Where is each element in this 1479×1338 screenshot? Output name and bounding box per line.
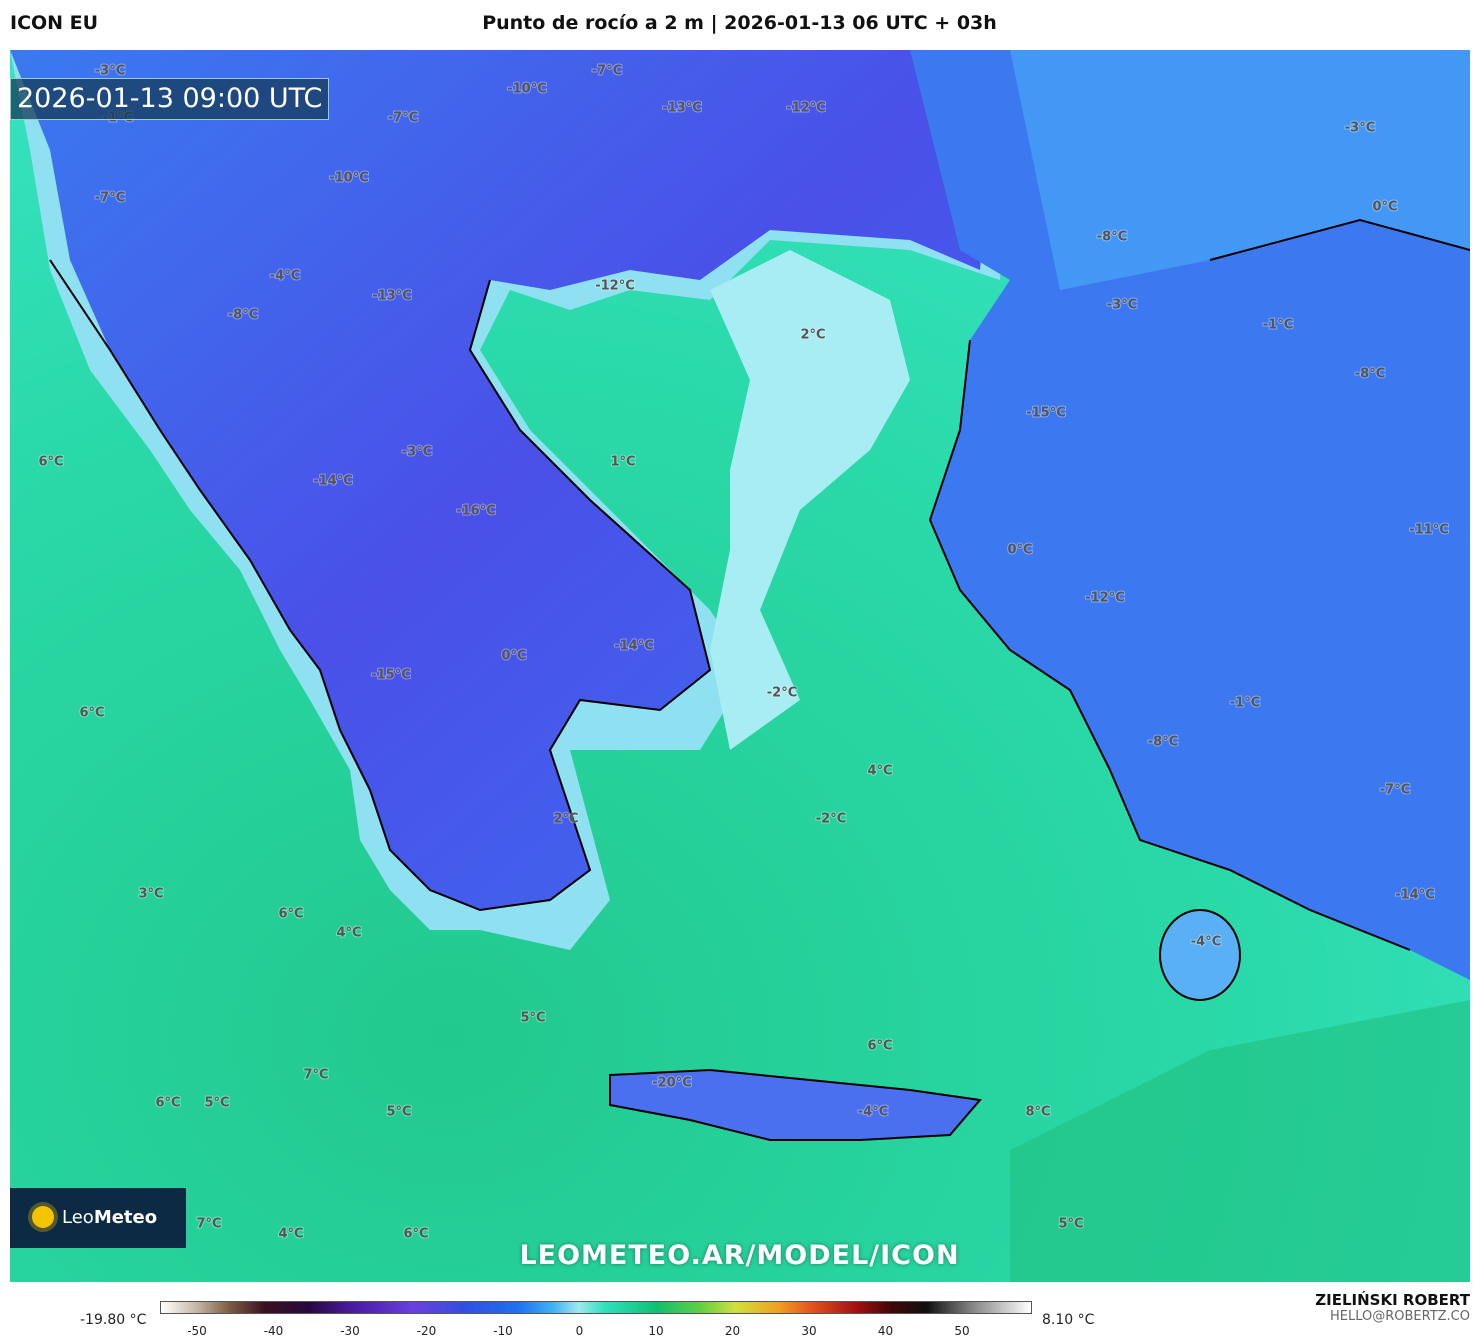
author-name: ZIELIŃSKI ROBERT bbox=[1315, 1291, 1470, 1309]
colorbar-max: 8.10 °C bbox=[1042, 1312, 1095, 1328]
temperature-label: 4°C bbox=[336, 926, 361, 941]
temperature-label: -15°C bbox=[371, 668, 411, 683]
temperature-label: -10°C bbox=[507, 82, 547, 97]
temperature-label: 2°C bbox=[553, 812, 578, 827]
aegean-cold bbox=[710, 250, 910, 750]
colorbar-tick: 50 bbox=[954, 1324, 970, 1338]
temperature-label: -8°C bbox=[228, 308, 258, 323]
temperature-label: -1°C bbox=[1230, 696, 1260, 711]
temperature-label: 6°C bbox=[403, 1227, 428, 1242]
temperature-label: -20°C bbox=[652, 1076, 692, 1091]
temperature-label: -10°C bbox=[329, 171, 369, 186]
colorbar-tick: 40 bbox=[877, 1324, 894, 1338]
colorbar-tick: 30 bbox=[801, 1324, 817, 1338]
temperature-label: 5°C bbox=[520, 1011, 545, 1026]
temperature-label: -2°C bbox=[767, 686, 797, 701]
colorbar-tick: -20 bbox=[416, 1324, 437, 1338]
colorbar-min: -19.80 °C bbox=[80, 1312, 147, 1328]
temperature-label: 2°C bbox=[800, 328, 825, 343]
temperature-label: -8°C bbox=[1097, 230, 1127, 245]
model-name: ICON EU bbox=[10, 12, 99, 34]
temperature-label: -7°C bbox=[388, 111, 418, 126]
logo-icon bbox=[32, 1206, 54, 1228]
temperature-label: 4°C bbox=[278, 1227, 303, 1242]
colorbar-tick: -10 bbox=[493, 1324, 513, 1338]
temperature-label: 7°C bbox=[303, 1068, 328, 1083]
temperature-label: 0°C bbox=[1007, 543, 1032, 558]
colorbar-tick: 0 bbox=[575, 1324, 584, 1338]
temperature-label: -3°C bbox=[95, 64, 125, 79]
temperature-label: -13°C bbox=[662, 101, 702, 116]
temperature-label: -14°C bbox=[614, 639, 654, 654]
balkans bbox=[10, 50, 1000, 910]
temperature-labels: -3°C -7°C -10°C -13°C -12°C -3°C -1°C -7°C -10°C… bbox=[37, 63, 1449, 1243]
temperature-label: 5°C bbox=[204, 1096, 229, 1111]
temperature-label: -1°C bbox=[1263, 318, 1293, 333]
colorbar-tick: -40 bbox=[263, 1324, 284, 1338]
temperature-label: -14°C bbox=[313, 474, 353, 489]
temperature-label: -7°C bbox=[95, 191, 125, 206]
logo-meteo: Meteo bbox=[93, 1207, 158, 1228]
temperature-label: -8°C bbox=[1148, 735, 1178, 750]
anatolia bbox=[910, 50, 1470, 980]
temperature-label: 6°C bbox=[867, 1039, 892, 1054]
colorbar-tick: 20 bbox=[724, 1324, 741, 1338]
logo-leo: Leo bbox=[62, 1207, 94, 1228]
temperature-label: -4°C bbox=[858, 1105, 888, 1120]
temperature-label: -3°C bbox=[402, 445, 432, 460]
black-sea bbox=[1010, 50, 1470, 290]
coastlines bbox=[49, 218, 1470, 951]
temperature-label: -2°C bbox=[816, 812, 846, 827]
temperature-label: -13°C bbox=[372, 289, 412, 304]
temperature-label: -7°C bbox=[592, 64, 622, 79]
temperature-label: -3°C bbox=[1107, 298, 1137, 313]
temperature-label: 0°C bbox=[501, 649, 526, 664]
temperature-label: -4°C bbox=[1191, 935, 1221, 950]
temperature-label: -11°C bbox=[1409, 523, 1449, 538]
map: -3°C -7°C -10°C -13°C -12°C -3°C -1°C -7°C -10°C… bbox=[10, 50, 1470, 1282]
temperature-label: 3°C bbox=[138, 887, 163, 902]
temperature-label: 1°C bbox=[610, 455, 635, 470]
temperature-label: 6°C bbox=[155, 1096, 180, 1111]
colorbar bbox=[160, 1301, 1032, 1314]
logo: LeoMeteo bbox=[10, 1188, 186, 1248]
author: ZIELIŃSKI ROBERT HELLO@ROBERTZ.CO bbox=[1315, 1291, 1470, 1324]
temperature-label: 5°C bbox=[1058, 1217, 1083, 1232]
temperature-label: -16°C bbox=[456, 504, 496, 519]
temperature-label: 4°C bbox=[867, 764, 892, 779]
rhodes bbox=[1159, 909, 1241, 1001]
author-email: HELLO@ROBERTZ.CO bbox=[1329, 1309, 1470, 1324]
temperature-label: 8°C bbox=[1025, 1105, 1050, 1120]
temperature-label: -12°C bbox=[595, 279, 635, 294]
temperature-label: 7°C bbox=[196, 1217, 221, 1232]
colorbar-tick: -30 bbox=[340, 1324, 360, 1338]
temperature-label: -7°C bbox=[1380, 783, 1410, 798]
temperature-label: 5°C bbox=[386, 1105, 411, 1120]
temperature-label: -12°C bbox=[1085, 591, 1125, 606]
valid-time: 2026-01-13 09:00 UTC bbox=[10, 78, 330, 120]
temperature-label: -8°C bbox=[1355, 367, 1385, 382]
temperature-label: 6°C bbox=[278, 907, 303, 922]
temperature-label: -3°C bbox=[1345, 121, 1375, 136]
temperature-label: 0°C bbox=[1372, 200, 1397, 215]
temperature-label: 6°C bbox=[79, 706, 104, 721]
logo-text: LeoMeteo bbox=[62, 1188, 157, 1248]
colorbar-tick: 10 bbox=[648, 1324, 664, 1338]
temperature-label: -12°C bbox=[786, 101, 826, 116]
crete bbox=[609, 1068, 982, 1141]
watermark: LEOMETEO.AR/MODEL/ICON bbox=[519, 1240, 960, 1271]
sea-shade bbox=[1010, 1000, 1470, 1282]
temperature-label: -15°C bbox=[1026, 406, 1066, 421]
temperature-label: -4°C bbox=[270, 269, 300, 284]
temperature-label: -14°C bbox=[1395, 888, 1435, 903]
temperature-label: 6°C bbox=[38, 455, 63, 470]
colorbar-tick: -50 bbox=[187, 1324, 207, 1338]
map-title: Punto de rocío a 2 m | 2026-01-13 06 UTC… bbox=[482, 12, 997, 34]
